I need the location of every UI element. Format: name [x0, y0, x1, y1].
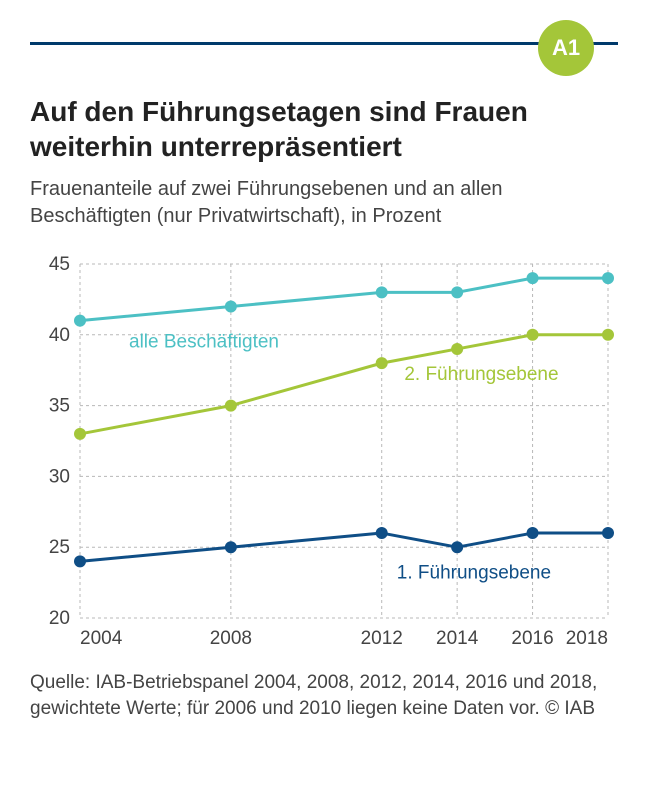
x-tick-label: 2004 — [80, 628, 123, 649]
series-line-alle — [80, 278, 608, 320]
series-label-ebene1: 1. Führungsebene — [397, 562, 551, 583]
series-marker-alle — [451, 286, 463, 298]
series-marker-alle — [74, 315, 86, 327]
chart-title: Auf den Führungsetagen sind Frauen weite… — [30, 94, 618, 164]
series-marker-alle — [527, 272, 539, 284]
top-rule — [30, 42, 618, 45]
x-tick-label: 2018 — [566, 628, 608, 649]
series-marker-ebene2 — [376, 357, 388, 369]
series-marker-alle — [376, 286, 388, 298]
x-tick-label: 2008 — [210, 628, 252, 649]
chart-svg: 20 25 30 35 40 45 2004 2008 2012 2014 2016 2018 alle… — [30, 240, 618, 660]
series-label-ebene2: 2. Führungsebene — [404, 364, 558, 385]
figure-badge-label: A1 — [552, 35, 580, 61]
series-marker-ebene2 — [225, 400, 237, 412]
series-label-alle: alle Beschäftigten — [129, 332, 279, 353]
y-tick-label: 30 — [49, 466, 70, 487]
chart-subtitle: Frauenanteile auf zwei Führungsebenen un… — [30, 176, 618, 230]
x-tick-label: 2012 — [361, 628, 403, 649]
x-tick-label: 2016 — [511, 628, 553, 649]
y-tick-label: 35 — [49, 396, 70, 417]
series-marker-ebene1 — [74, 555, 86, 567]
figure-badge: A1 — [538, 20, 594, 76]
series-marker-ebene2 — [74, 428, 86, 440]
series-marker-alle — [602, 272, 614, 284]
y-tick-label: 40 — [49, 325, 70, 346]
series-marker-ebene1 — [527, 527, 539, 539]
series-marker-ebene1 — [451, 541, 463, 553]
header-bar: A1 — [30, 20, 618, 76]
y-tick-label: 45 — [49, 254, 70, 275]
y-tick-label: 25 — [49, 537, 70, 558]
series-marker-ebene2 — [527, 329, 539, 341]
series-marker-ebene2 — [602, 329, 614, 341]
series-marker-alle — [225, 300, 237, 312]
series-marker-ebene1 — [602, 527, 614, 539]
series-marker-ebene1 — [376, 527, 388, 539]
line-chart: 20 25 30 35 40 45 2004 2008 2012 2014 2016 2018 alle… — [30, 240, 618, 660]
x-tick-label: 2014 — [436, 628, 479, 649]
chart-source: Quelle: IAB-Betriebspanel 2004, 2008, 20… — [30, 670, 618, 721]
series-marker-ebene2 — [451, 343, 463, 355]
series-marker-ebene1 — [225, 541, 237, 553]
y-tick-label: 20 — [49, 608, 70, 629]
